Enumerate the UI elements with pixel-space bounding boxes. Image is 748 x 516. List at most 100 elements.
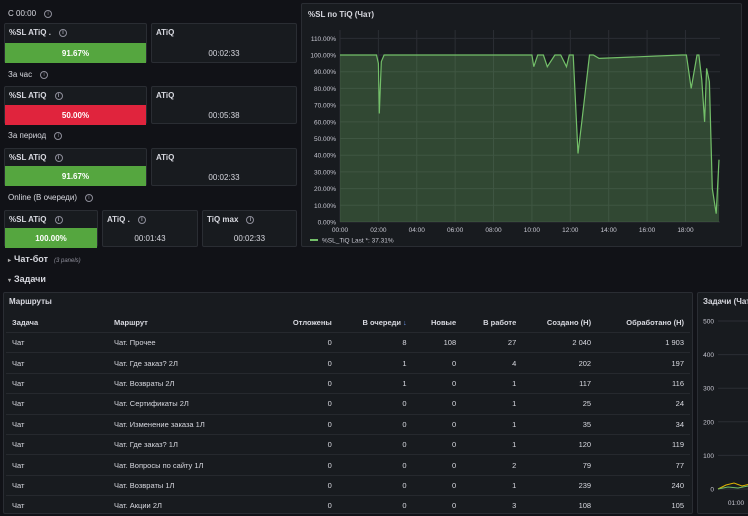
info-icon[interactable]: i	[58, 28, 67, 37]
info-icon[interactable]: i	[84, 193, 93, 202]
info-icon[interactable]: i	[54, 215, 63, 224]
table-cell: 0	[270, 454, 338, 476]
table-cell: 197	[597, 352, 690, 374]
col-header-route[interactable]: Маршрут	[114, 318, 148, 327]
y-tick-label: 60.00%	[314, 119, 336, 126]
table-cell: 2 040	[522, 331, 598, 353]
table-cell: 24	[597, 393, 690, 415]
y-tick-label: 40.00%	[314, 153, 336, 160]
table-row[interactable]: Чат Чат. Акции 2Л 0 0 0 3 108 105	[6, 495, 690, 516]
table-row[interactable]: Чат Чат. Возвраты 1Л 0 0 0 1 239 240	[6, 474, 690, 496]
section-title-since-midnight: С 00:00 i	[8, 9, 53, 18]
table-header-row: Задача Маршрут Отложены В очереди ↓ Новы…	[6, 313, 690, 333]
section-title-hour: За час i	[8, 70, 49, 79]
stat-value-atiq-period: 00:02:33	[208, 173, 240, 182]
info-icon[interactable]: i	[54, 153, 63, 162]
table-row[interactable]: Чат Чат. Где заказ? 1Л 0 0 0 1 120 119	[6, 433, 690, 455]
table-cell: 0	[412, 393, 463, 415]
table-cell: Чат	[6, 413, 108, 435]
table-row[interactable]: Чат Чат. Изменение заказа 1Л 0 0 0 1 35 34	[6, 413, 690, 435]
table-row[interactable]: Чат Чат. Вопросы по сайту 1Л 0 0 0 2 79 77	[6, 454, 690, 476]
routes-title: Маршруты	[9, 297, 52, 306]
table-cell: 240	[597, 474, 690, 496]
table-cell: 34	[597, 413, 690, 435]
x-tick-label: 04:00	[409, 227, 426, 234]
y-tick-label: 110.00%	[311, 36, 336, 43]
info-icon[interactable]: i	[40, 70, 49, 79]
table-cell: Чат	[6, 433, 108, 455]
table-row[interactable]: Чат Чат. Прочее 0 8 108 27 2 040 1 903	[6, 331, 690, 353]
table-cell: 239	[522, 474, 598, 496]
table-cell: 0	[270, 413, 338, 435]
y-tick-label: 400	[703, 352, 714, 359]
routes-table-wrap: Задача Маршрут Отложены В очереди ↓ Новы…	[6, 313, 690, 516]
table-cell: 2	[462, 454, 523, 476]
chevron-right-icon: ▸	[8, 258, 12, 264]
table-row[interactable]: Чат Чат. Сертификаты 2Л 0 0 0 1 25 24	[6, 393, 690, 415]
table-cell: 77	[597, 454, 690, 476]
y-tick-label: 500	[703, 319, 714, 326]
table-cell: 0	[412, 474, 463, 496]
row-tasks[interactable]: ▾ Задачи	[8, 274, 46, 284]
col-header-task[interactable]: Задача	[12, 318, 39, 327]
x-tick-label: 08:00	[485, 227, 502, 234]
x-tick-label: 06:00	[447, 227, 464, 234]
y-tick-label: 100.00%	[310, 53, 336, 60]
panel-atiq-since-midnight: ATiQ 00:02:33	[151, 23, 297, 63]
table-cell: 35	[522, 413, 598, 435]
table-cell: 0	[412, 495, 463, 516]
table-cell: 108	[412, 331, 463, 353]
tasks-chart[interactable]: 500 400 300 200 100 0 01:00	[698, 293, 748, 515]
x-tick-label: 12:00	[562, 227, 579, 234]
table-cell: 1	[462, 474, 523, 496]
table-cell: 8	[337, 331, 413, 353]
table-cell: Чат. Вопросы по сайту 1Л	[108, 454, 270, 476]
col-header-new[interactable]: Новые	[430, 318, 457, 327]
table-cell: 0	[412, 413, 463, 435]
table-cell: Чат. Возвраты 1Л	[108, 474, 270, 496]
row-chatbot[interactable]: ▸ Чат-бот (3 panels)	[8, 254, 81, 264]
col-header-created[interactable]: Создано (Н)	[546, 318, 592, 327]
info-icon[interactable]: i	[44, 9, 53, 18]
table-cell: 0	[337, 454, 413, 476]
panel-tasks-chat: Задачи (Чат 500 400 300 200 100 0 01:00	[697, 292, 748, 514]
table-cell: 119	[597, 433, 690, 455]
series-line	[340, 54, 720, 214]
table-row[interactable]: Чат Чат. Возвраты 2Л 0 1 0 1 117 116	[6, 372, 690, 394]
table-cell: 120	[522, 433, 598, 455]
table-cell: 1	[462, 413, 523, 435]
table-cell: 0	[270, 433, 338, 455]
table-cell: Чат. Где заказ? 1Л	[108, 433, 270, 455]
x-tick-label: 01:00	[728, 500, 745, 507]
table-cell: 108	[522, 495, 598, 516]
info-icon[interactable]: i	[54, 131, 63, 140]
stat-value-sl-period: 91.67%	[5, 166, 146, 186]
info-icon[interactable]: i	[137, 215, 146, 224]
col-header-processed[interactable]: Обработано (Н)	[626, 318, 684, 327]
info-icon[interactable]: i	[246, 215, 255, 224]
col-header-postponed[interactable]: Отложены	[292, 318, 332, 327]
stat-value-atiq-online: 00:01:43	[134, 234, 166, 243]
stat-value-sl-since-midnight: 91.67%	[5, 43, 146, 63]
x-tick-label: 14:00	[601, 227, 618, 234]
section-title-period: За период i	[8, 131, 63, 140]
stat-value-tiq-max: 00:02:33	[233, 234, 266, 243]
y-tick-label: 10.00%	[314, 203, 336, 210]
col-header-in-queue[interactable]: В очереди ↓	[362, 318, 407, 327]
y-tick-label: 0.00%	[318, 220, 337, 227]
table-cell: Чат	[6, 454, 108, 476]
x-tick-label: 18:00	[677, 227, 694, 234]
y-tick-label: 0	[710, 487, 714, 494]
panel-sl-period: %SL ATiQ i 91.67%	[4, 148, 147, 186]
table-cell: 0	[337, 474, 413, 496]
series-line	[717, 485, 748, 490]
table-cell: Чат. Сертификаты 2Л	[108, 393, 270, 415]
col-header-in-work[interactable]: В работе	[483, 318, 517, 327]
x-tick-label: 02:00	[370, 227, 387, 234]
table-cell: 1	[337, 352, 413, 374]
table-row[interactable]: Чат Чат. Где заказ? 2Л 0 1 0 4 202 197	[6, 352, 690, 374]
panel-routes: Маршруты Задача Маршрут Отложены В очере…	[3, 292, 693, 516]
y-tick-label: 80.00%	[314, 86, 336, 93]
info-icon[interactable]: i	[54, 91, 63, 100]
sl-chart[interactable]: 0.00% 10.00% 20.00% 30.00% 40.00% 50.00% 60.00…	[302, 4, 742, 248]
